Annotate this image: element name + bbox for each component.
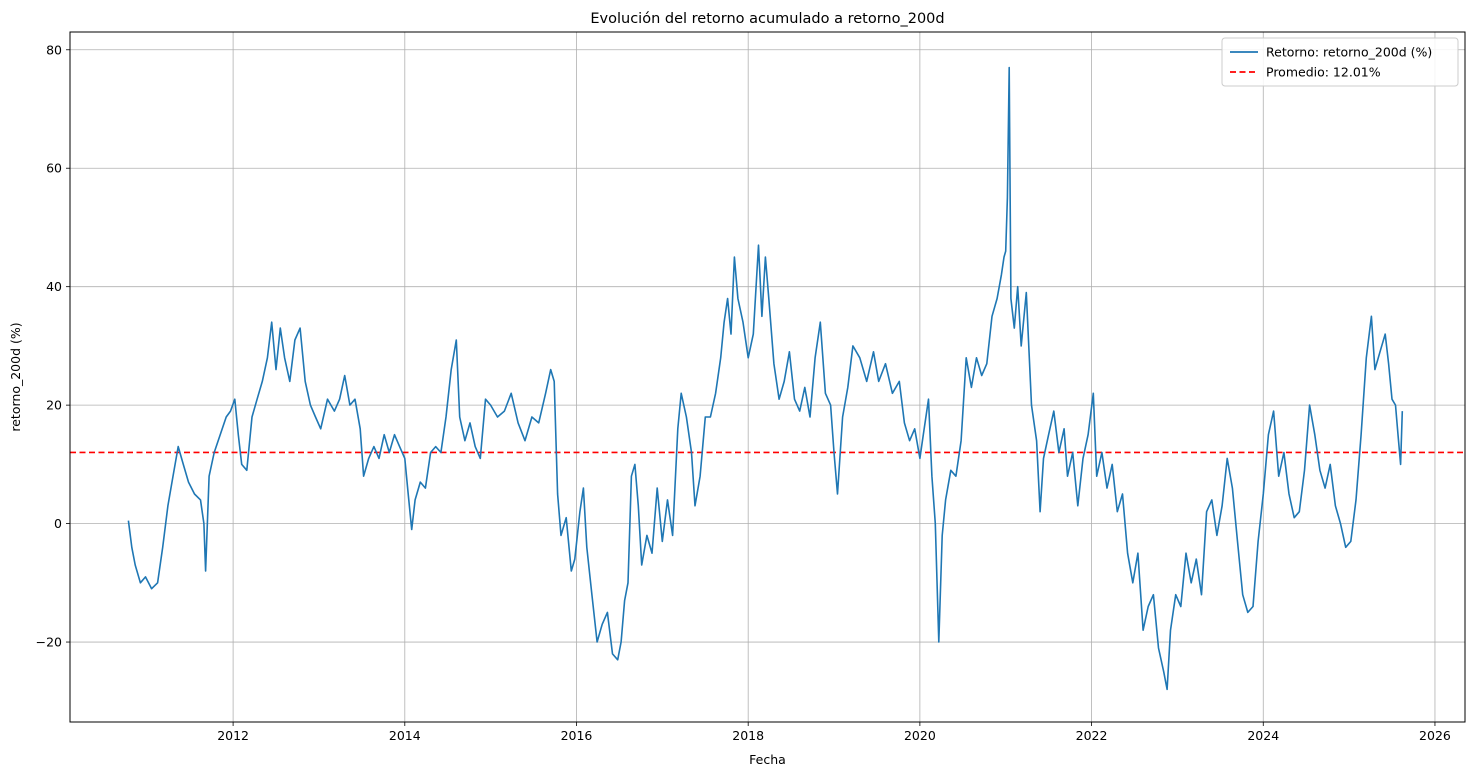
x-tick-label: 2018 (732, 728, 764, 743)
grid (70, 32, 1465, 722)
y-tick-label: 80 (46, 42, 62, 57)
x-tick-label: 2020 (904, 728, 936, 743)
series-layer (127, 66, 1404, 691)
legend-label-promedio: Promedio: 12.01% (1266, 65, 1381, 80)
legend: Retorno: retorno_200d (%) Promedio: 12.0… (1221, 37, 1459, 87)
x-tick-label: 2014 (389, 728, 421, 743)
x-tick-label: 2016 (561, 728, 593, 743)
y-tick-label: 20 (46, 398, 62, 413)
x-tick-label: 2012 (217, 728, 249, 743)
x-tick-label: 2022 (1076, 728, 1108, 743)
x-tick-label: 2024 (1247, 728, 1279, 743)
chart-title: Evolución del retorno acumulado a retorn… (590, 11, 944, 27)
x-tick-label: 2026 (1419, 728, 1451, 743)
axis-ticks: 2012 2014 2016 2018 2020 2022 2024 2026 −20 0 20 40… (36, 42, 1451, 743)
legend-label-retorno: Retorno: retorno_200d (%) (1266, 45, 1432, 60)
y-axis-label: retorno_200d (%) (8, 322, 23, 431)
y-tick-label: −20 (36, 635, 62, 650)
series-line-retorno (127, 66, 1404, 691)
y-tick-label: 60 (46, 161, 62, 176)
plot-frame (69, 31, 1466, 723)
x-axis-label: Fecha (749, 752, 786, 767)
y-tick-label: 0 (54, 516, 62, 531)
legend-box (1221, 37, 1459, 87)
y-tick-label: 40 (46, 279, 62, 294)
